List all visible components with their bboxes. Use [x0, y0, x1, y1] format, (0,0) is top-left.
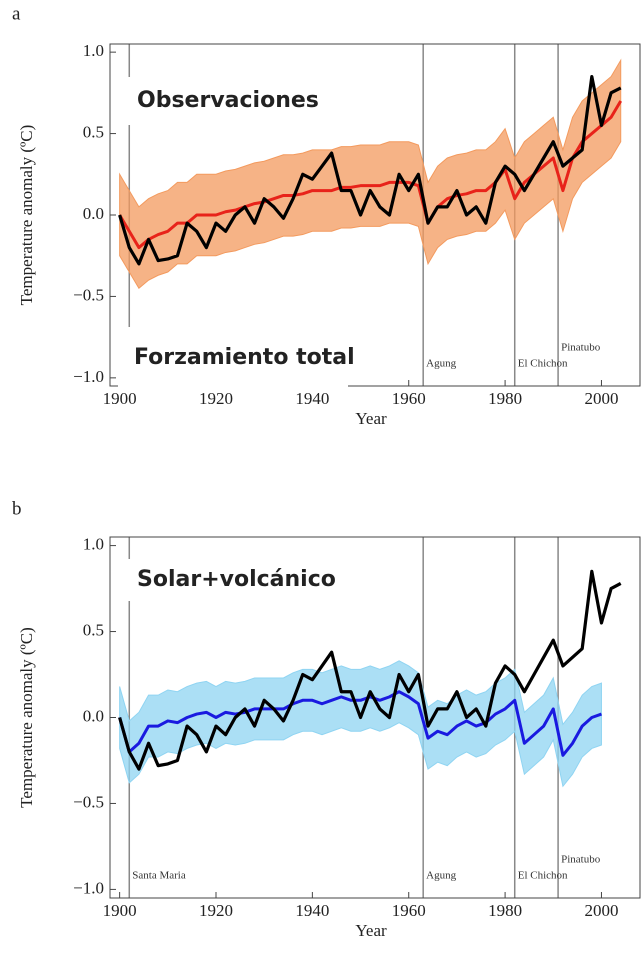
y-tick-label: 1.0: [83, 41, 104, 60]
y-tick-label: 0.5: [83, 122, 104, 141]
volcano-label: El Chichon: [518, 358, 568, 370]
plot-area: [118, 537, 622, 898]
volcano-label: Agung: [426, 870, 456, 882]
y-tick-label: −0.5: [73, 285, 104, 304]
x-axis-label: Year: [355, 921, 387, 940]
panel-label: b: [12, 498, 22, 519]
y-tick-label: 1.0: [83, 535, 104, 554]
x-tick-label: 1900: [103, 389, 137, 408]
x-tick-label: 1920: [199, 389, 233, 408]
ensemble-range: [119, 58, 622, 290]
y-axis-label: Temperature anomaly (ºC): [17, 125, 36, 306]
annotation-box: [121, 77, 281, 125]
panel-label: a: [12, 3, 21, 24]
x-tick-label: 1900: [103, 901, 137, 920]
y-tick-label: −0.5: [73, 792, 104, 811]
y-tick-label: 0.0: [83, 706, 104, 725]
volcano-label: Agung: [426, 358, 456, 370]
volcano-label: Pinatubo: [561, 854, 601, 866]
plot-area: [118, 44, 623, 386]
annotation: Solar+volcánico: [137, 567, 336, 592]
x-tick-label: 1980: [488, 389, 522, 408]
series-line: [118, 569, 622, 771]
x-tick-label: 1940: [295, 389, 329, 408]
y-tick-label: −1.0: [73, 878, 104, 897]
annotation: Forzamiento total: [134, 345, 355, 370]
x-tick-label: 2000: [584, 389, 618, 408]
series-line: [118, 690, 602, 757]
x-tick-label: 1940: [295, 901, 329, 920]
x-axis-label: Year: [355, 409, 387, 428]
y-tick-label: 0.0: [83, 204, 104, 223]
series-line: [118, 74, 622, 266]
ensemble-range: [119, 660, 602, 788]
volcano-label: Santa Maria: [132, 870, 186, 882]
x-tick-label: 1960: [392, 389, 426, 408]
x-tick-label: 1960: [392, 901, 426, 920]
annotation: Observaciones: [137, 88, 319, 113]
y-axis-label: Temperature anomaly (ºC): [17, 627, 36, 808]
volcano-label: Pinatubo: [561, 342, 601, 354]
y-tick-label: 0.5: [83, 620, 104, 639]
x-tick-label: 1980: [488, 901, 522, 920]
annotation-box: [121, 559, 341, 601]
volcano-label: El Chichon: [518, 870, 568, 882]
x-tick-label: 1920: [199, 901, 233, 920]
annotation-box: [118, 327, 348, 389]
y-tick-label: −1.0: [73, 367, 104, 386]
x-tick-label: 2000: [584, 901, 618, 920]
